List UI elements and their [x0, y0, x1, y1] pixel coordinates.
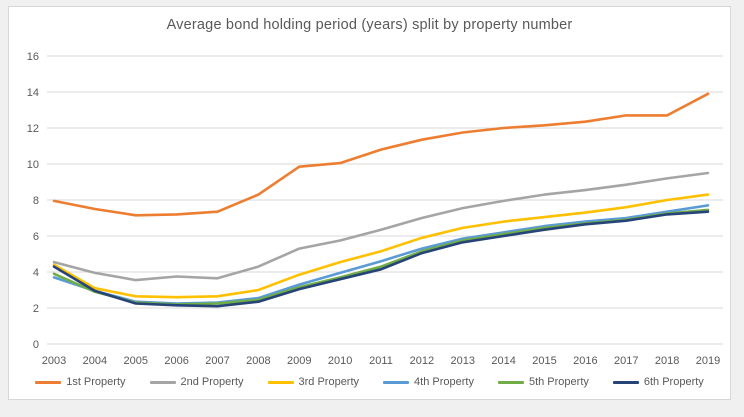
x-tick-label: 2003 — [42, 355, 66, 367]
x-tick-label: 2008 — [246, 355, 270, 367]
x-tick-label: 2014 — [491, 355, 515, 367]
y-tick-label: 2 — [33, 303, 39, 315]
legend-label: 2nd Property — [180, 376, 244, 388]
x-tick-label: 2015 — [532, 355, 556, 367]
x-tick-label: 2017 — [614, 355, 638, 367]
y-tick-label: 8 — [33, 195, 39, 207]
x-tick-label: 2010 — [328, 355, 352, 367]
x-tick-label: 2009 — [287, 355, 311, 367]
y-tick-label: 14 — [27, 87, 39, 99]
x-tick-label: 2004 — [83, 355, 107, 367]
legend-item-1st-property: 1st Property — [35, 376, 126, 388]
legend-item-5th-property: 5th Property — [497, 376, 589, 388]
legend-label: 3rd Property — [298, 376, 360, 388]
legend-label: 5th Property — [528, 376, 589, 388]
x-tick-label: 2012 — [410, 355, 434, 367]
x-tick-label: 2005 — [124, 355, 148, 367]
x-tick-label: 2019 — [696, 355, 720, 367]
chart-title: Average bond holding period (years) spli… — [166, 17, 573, 33]
legend-item-2nd-property: 2nd Property — [149, 376, 244, 388]
x-tick-label: 2018 — [655, 355, 679, 367]
y-tick-label: 4 — [33, 267, 39, 279]
legend: 1st Property 2nd Property 3rd Property 4th … — [9, 376, 730, 388]
series-line-6th-property — [52, 210, 710, 308]
line-chart: 0 2 4 6 8 10 12 14 16 2003 2004 2005 2006 2007 2008 200… — [27, 51, 723, 367]
y-tick-label: 12 — [27, 123, 39, 135]
series-line-5th-property — [52, 208, 710, 306]
chart-window: Average bond holding period (years) spli… — [8, 6, 731, 400]
legend-swatch-icon — [149, 380, 176, 384]
x-tick-label: 2011 — [369, 355, 393, 367]
legend-swatch-icon — [612, 380, 639, 384]
legend-item-3rd-property: 3rd Property — [267, 376, 360, 388]
y-tick-label: 10 — [27, 159, 39, 171]
legend-swatch-icon — [35, 380, 62, 384]
series-line-2nd-property — [52, 171, 710, 282]
legend-label: 1st Property — [66, 376, 126, 388]
legend-label: 4th Property — [414, 376, 474, 388]
x-tick-label: 2016 — [573, 355, 597, 367]
legend-swatch-icon — [383, 380, 410, 384]
x-tick-label: 2007 — [205, 355, 229, 367]
series-line-3rd-property — [52, 193, 710, 299]
legend-swatch-icon — [497, 380, 524, 384]
y-tick-label: 16 — [27, 51, 39, 63]
legend-label: 6th Property — [643, 376, 704, 388]
y-tick-label: 0 — [33, 339, 39, 351]
series-line-1st-property — [52, 92, 710, 217]
y-tick-label: 6 — [33, 231, 39, 243]
x-tick-label: 2013 — [451, 355, 475, 367]
x-tick-label: 2006 — [164, 355, 188, 367]
legend-swatch-icon — [267, 380, 294, 384]
legend-item-4th-property: 4th Property — [383, 376, 474, 388]
legend-item-6th-property: 6th Property — [612, 376, 704, 388]
